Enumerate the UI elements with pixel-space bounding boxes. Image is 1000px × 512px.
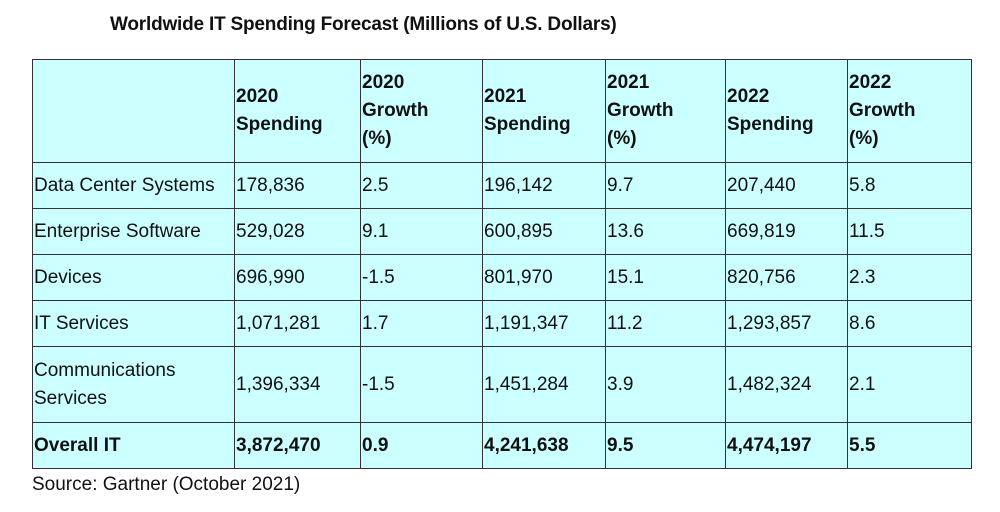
table-row: Devices 696,990 -1.5 801,970 15.1 820,75…: [32, 254, 972, 301]
spending-2020-cell: 696,990: [234, 254, 361, 301]
table-title: Worldwide IT Spending Forecast (Millions…: [110, 14, 617, 35]
segment-cell: Enterprise Software: [32, 208, 235, 255]
segment-cell: Communications Services: [32, 346, 235, 423]
spending-2020-cell: 178,836: [234, 162, 361, 209]
table-row: Data Center Systems 178,836 2.5 196,142 …: [32, 162, 972, 209]
source-note: Source: Gartner (October 2021): [32, 474, 301, 495]
spending-2021-cell: 600,895: [482, 208, 606, 255]
growth-2022-cell: 5.5: [847, 422, 972, 469]
segment-cell: Devices: [32, 254, 235, 301]
growth-2020-cell: -1.5: [360, 346, 483, 423]
growth-2021-cell: 9.5: [605, 422, 726, 469]
spending-2021-cell: 4,241,638: [482, 422, 606, 469]
spending-2020-cell: 1,396,334: [234, 346, 361, 423]
header-cell-segment: [32, 59, 235, 163]
spending-2021-cell: 196,142: [482, 162, 606, 209]
header-cell-2022-growth: 2022 Growth (%): [847, 59, 972, 163]
table-row: Enterprise Software 529,028 9.1 600,895 …: [32, 208, 972, 255]
growth-2021-cell: 15.1: [605, 254, 726, 301]
spending-2022-cell: 4,474,197: [725, 422, 848, 469]
growth-2021-cell: 13.6: [605, 208, 726, 255]
growth-2021-cell: 3.9: [605, 346, 726, 423]
growth-2020-cell: 1.7: [360, 300, 483, 347]
spending-2020-cell: 1,071,281: [234, 300, 361, 347]
spending-2022-cell: 1,482,324: [725, 346, 848, 423]
growth-2022-cell: 8.6: [847, 300, 972, 347]
segment-cell: Overall IT: [32, 422, 235, 469]
growth-2020-cell: 2.5: [360, 162, 483, 209]
spending-2022-cell: 1,293,857: [725, 300, 848, 347]
growth-2020-cell: 9.1: [360, 208, 483, 255]
header-cell-2020-spending: 2020 Spending: [234, 59, 361, 163]
header-cell-2021-spending: 2021 Spending: [482, 59, 606, 163]
growth-2020-cell: -1.5: [360, 254, 483, 301]
spending-2022-cell: 207,440: [725, 162, 848, 209]
spending-2022-cell: 669,819: [725, 208, 848, 255]
header-cell-2022-spending: 2022 Spending: [725, 59, 848, 163]
header-cell-2021-growth: 2021 Growth (%): [605, 59, 726, 163]
growth-2022-cell: 11.5: [847, 208, 972, 255]
spending-2020-cell: 3,872,470: [234, 422, 361, 469]
growth-2022-cell: 5.8: [847, 162, 972, 209]
spending-2020-cell: 529,028: [234, 208, 361, 255]
growth-2021-cell: 11.2: [605, 300, 726, 347]
segment-cell: Data Center Systems: [32, 162, 235, 209]
header-row: 2020 Spending 2020 Growth (%) 2021 Spend…: [32, 59, 972, 163]
table-row: Communications Services 1,396,334 -1.5 1…: [32, 346, 972, 423]
spending-2022-cell: 820,756: [725, 254, 848, 301]
spending-2021-cell: 1,451,284: [482, 346, 606, 423]
total-row: Overall IT 3,872,470 0.9 4,241,638 9.5 4…: [32, 422, 972, 469]
growth-2021-cell: 9.7: [605, 162, 726, 209]
header-cell-2020-growth: 2020 Growth (%): [360, 59, 483, 163]
spending-table: 2020 Spending 2020 Growth (%) 2021 Spend…: [32, 59, 972, 469]
spending-2021-cell: 1,191,347: [482, 300, 606, 347]
table-row: IT Services 1,071,281 1.7 1,191,347 11.2…: [32, 300, 972, 347]
spending-2021-cell: 801,970: [482, 254, 606, 301]
segment-cell: IT Services: [32, 300, 235, 347]
growth-2020-cell: 0.9: [360, 422, 483, 469]
growth-2022-cell: 2.1: [847, 346, 972, 423]
growth-2022-cell: 2.3: [847, 254, 972, 301]
